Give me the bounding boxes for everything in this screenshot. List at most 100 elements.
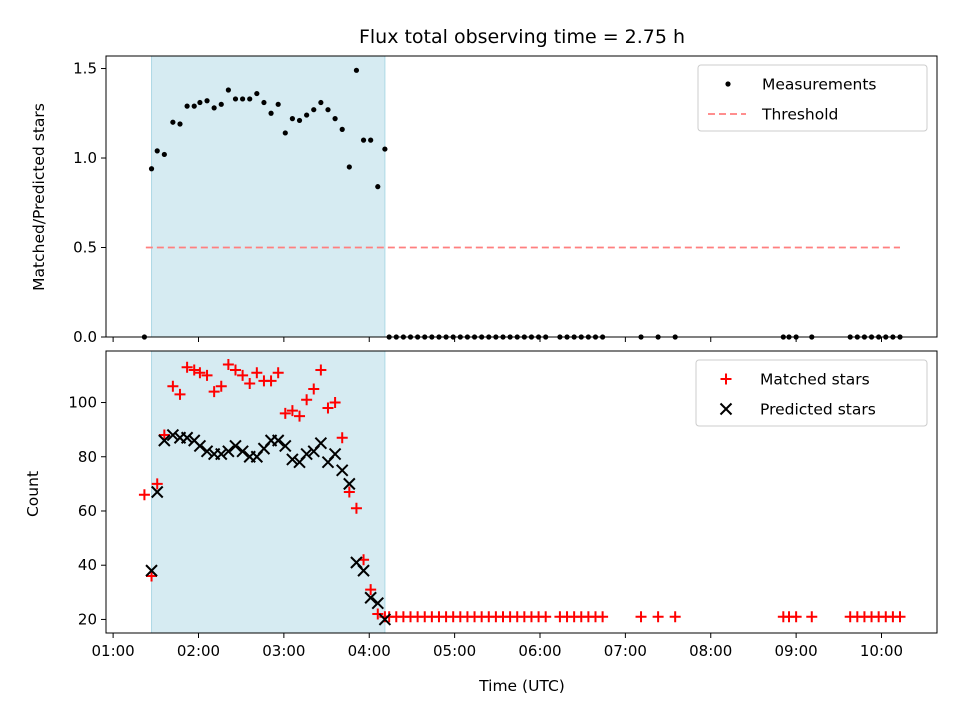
matched-star-point xyxy=(315,364,327,376)
predicted-star-point xyxy=(357,564,370,577)
matched-star-point xyxy=(237,369,249,381)
y-tick-label: 100 xyxy=(68,394,97,412)
x-tick-label: 06:00 xyxy=(518,642,561,660)
y-tick-label: 0.0 xyxy=(73,328,97,346)
matched-star-point xyxy=(201,369,213,381)
predicted-star-point xyxy=(336,464,349,477)
top-y-axis-label: Matched/Predicted stars xyxy=(30,103,48,291)
predicted-star-point xyxy=(328,447,342,461)
measurement-point xyxy=(275,101,281,107)
measurement-point xyxy=(311,107,317,113)
matched-star-point xyxy=(174,388,186,400)
x-tick-label: 10:00 xyxy=(860,642,903,660)
matched-star-point xyxy=(251,367,263,379)
matched-star-point xyxy=(790,611,802,623)
matched-star-point xyxy=(279,407,291,419)
legend-label: Measurements xyxy=(762,76,877,94)
measurement-point xyxy=(247,96,253,102)
x-tick-label: 09:00 xyxy=(775,642,818,660)
predicted-star-point xyxy=(286,453,299,466)
matched-star-point xyxy=(194,367,206,379)
predicted-star-point xyxy=(236,445,249,458)
measurement-point xyxy=(268,110,274,116)
measurement-point xyxy=(211,105,217,111)
matched-star-point xyxy=(308,383,320,395)
matched-star-point xyxy=(652,611,664,623)
x-tick-label: 07:00 xyxy=(604,642,647,660)
measurement-point xyxy=(289,116,296,122)
matched-star-point xyxy=(894,611,906,623)
predicted-star-point xyxy=(222,445,235,458)
measurement-point xyxy=(154,148,160,154)
series-predicted-stars xyxy=(145,428,392,626)
x-tick-label: 05:00 xyxy=(433,642,476,660)
legend-dot-marker xyxy=(725,81,731,87)
measurement-point xyxy=(197,99,203,106)
measurement-point xyxy=(240,96,246,102)
x-tick-label: 03:00 xyxy=(262,642,305,660)
matched-star-point xyxy=(151,478,163,490)
matched-star-point xyxy=(669,611,681,623)
predicted-star-point xyxy=(314,436,328,450)
predicted-star-point xyxy=(145,564,158,577)
measurement-point xyxy=(368,137,374,143)
measurement-point xyxy=(148,166,155,172)
chart-title: Flux total observing time = 2.75 h xyxy=(359,26,685,48)
matched-star-point xyxy=(329,397,341,409)
predicted-star-point xyxy=(151,485,164,499)
y-tick-label: 60 xyxy=(78,502,97,520)
measurement-point xyxy=(225,87,231,93)
measurement-point xyxy=(296,117,303,124)
matched-star-point xyxy=(181,361,193,373)
predicted-star-point xyxy=(180,431,194,444)
matched-star-point xyxy=(272,367,284,379)
matched-star-point xyxy=(597,611,609,623)
matched-star-point xyxy=(294,410,306,422)
measurement-point xyxy=(282,130,288,136)
legend-box xyxy=(695,359,928,427)
predicted-star-point xyxy=(193,439,207,453)
matched-star-point xyxy=(635,611,647,623)
measurement-point xyxy=(360,137,367,143)
matched-star-point xyxy=(372,608,384,620)
measurement-point xyxy=(170,119,176,125)
measurement-point xyxy=(332,116,338,122)
measurement-point xyxy=(218,101,224,107)
matched-star-point xyxy=(222,359,234,371)
predicted-star-point xyxy=(364,591,377,604)
matched-star-point xyxy=(215,380,227,392)
observing-span xyxy=(151,55,386,338)
legend-x-marker xyxy=(719,402,733,416)
matched-star-point xyxy=(350,502,362,514)
measurement-point xyxy=(318,99,324,106)
legend: Measurements Threshold xyxy=(697,64,928,132)
measurement-point xyxy=(184,103,190,109)
matched-star-point xyxy=(138,489,150,501)
matched-star-point xyxy=(806,611,818,623)
x-axis-label: Time (UTC) xyxy=(478,677,565,695)
legend-box xyxy=(697,64,928,132)
y-tick-label: 0.5 xyxy=(73,239,97,257)
axes-frame xyxy=(105,55,938,338)
y-tick-label: 80 xyxy=(78,448,97,466)
x-tick-label: 01:00 xyxy=(91,642,134,660)
legend-plus-marker xyxy=(720,373,732,385)
predicted-star-point xyxy=(343,477,356,491)
legend-label: Predicted stars xyxy=(760,401,876,419)
measurement-point xyxy=(177,121,183,127)
legend-label: Matched stars xyxy=(760,371,870,389)
measurement-point xyxy=(325,107,331,113)
measurement-point xyxy=(339,126,345,132)
measurement-point xyxy=(161,151,167,158)
predicted-star-point xyxy=(271,434,285,447)
predicted-star-point xyxy=(166,428,180,442)
matched-star-point xyxy=(265,375,277,387)
matched-star-point xyxy=(286,405,298,417)
matched-star-point xyxy=(343,486,355,498)
y-tick-label: 20 xyxy=(78,610,97,628)
x-tick-label: 04:00 xyxy=(348,642,391,660)
measurement-point xyxy=(204,98,210,104)
matched-star-point xyxy=(540,611,552,623)
predicted-star-point xyxy=(378,613,392,626)
